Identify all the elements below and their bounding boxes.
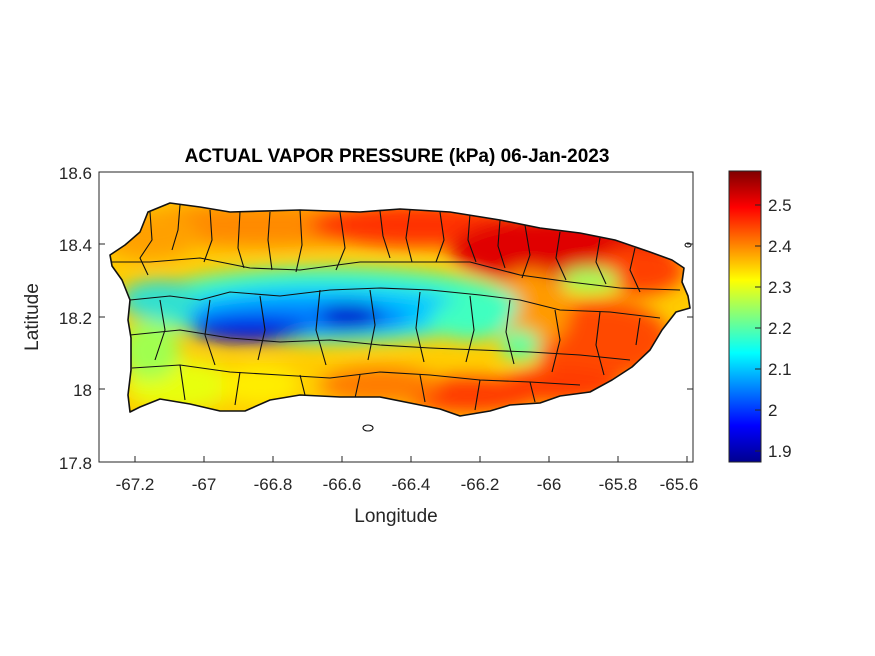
island-outline	[109, 202, 691, 417]
x-tick-label: -67	[192, 475, 217, 494]
x-tick-label: -67.2	[116, 475, 155, 494]
y-tick-label: 17.8	[59, 454, 92, 473]
colorbar-tick-label: 2.1	[768, 360, 792, 379]
x-tick-label: -66.8	[254, 475, 293, 494]
colorbar: 1.9 2 2.1 2.2 2.3 2.4 2.5	[728, 170, 792, 463]
x-tick-label: -66.6	[323, 475, 362, 494]
colorbar-gradient	[728, 170, 762, 463]
chart-title: ACTUAL VAPOR PRESSURE (kPa) 06-Jan-2023	[185, 146, 610, 167]
y-axis: 18.6 18.4 18.2 18 17.8 Latitude	[22, 164, 693, 473]
colorbar-tick-label: 2.3	[768, 278, 792, 297]
x-tick-label: -65.8	[599, 475, 638, 494]
x-tick-label: -66.4	[392, 475, 431, 494]
municipality-boundaries	[110, 204, 681, 411]
islet-caja-de-muertos	[362, 424, 374, 432]
colorbar-tick-label: 2.5	[768, 196, 792, 215]
y-tick-label: 18	[73, 381, 92, 400]
plot-area	[98, 171, 694, 463]
colorbar-tick-label: 1.9	[768, 442, 792, 461]
x-axis-label: Longitude	[354, 506, 437, 527]
y-tick-label: 18.4	[59, 236, 92, 255]
y-tick-label: 18.6	[59, 164, 92, 183]
colorbar-tick-label: 2.4	[768, 237, 792, 256]
colorbar-ticks	[755, 204, 761, 452]
x-axis: -67.2 -67 -66.8 -66.6 -66.4 -66.2 -66 -6…	[116, 456, 699, 527]
y-tick-label: 18.2	[59, 309, 92, 328]
islet-east	[684, 242, 692, 248]
colorbar-tick-label: 2.2	[768, 319, 792, 338]
y-axis-label: Latitude	[22, 283, 43, 351]
x-tick-label: -65.6	[660, 475, 699, 494]
colorbar-tick-label: 2	[768, 401, 777, 420]
x-tick-label: -66.2	[461, 475, 500, 494]
x-tick-label: -66	[537, 475, 562, 494]
heatmap-field	[110, 203, 690, 416]
